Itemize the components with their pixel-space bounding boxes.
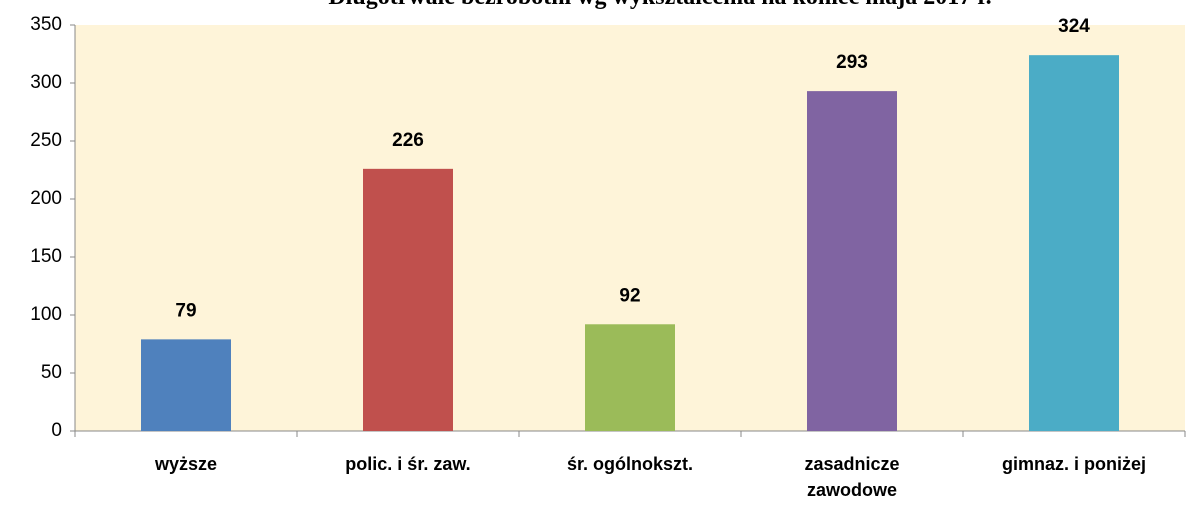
y-tick-label: 0 [51, 420, 62, 441]
data-label: 226 [392, 130, 424, 151]
data-label: 324 [1058, 16, 1090, 37]
y-tick-label: 150 [30, 246, 62, 267]
y-tick-label: 300 [30, 72, 62, 93]
bar [363, 168, 453, 431]
data-label: 293 [836, 52, 868, 73]
chart-title: Długotrwale bezrobotni wg wykształcenia … [328, 0, 991, 10]
bar [585, 324, 675, 431]
y-tick-label: 200 [30, 188, 62, 209]
y-tick-label: 100 [30, 304, 62, 325]
x-tick-label: śr. ogólnokszt. [566, 454, 694, 474]
bar [1029, 55, 1119, 431]
x-tick-label: wyższe [154, 454, 218, 474]
data-label: 79 [175, 300, 196, 321]
data-label: 92 [619, 285, 640, 306]
x-tick-label: polic. i śr. zaw. [345, 454, 471, 474]
x-tick-label: zasadnicze zawodowe [804, 454, 900, 500]
y-tick-label: 250 [30, 130, 62, 151]
y-tick-label: 50 [41, 362, 62, 383]
y-tick-label: 350 [30, 14, 62, 35]
bar [141, 339, 231, 431]
x-tick-label: gimnaz. i poniżej [1001, 454, 1146, 474]
bar [807, 91, 897, 432]
